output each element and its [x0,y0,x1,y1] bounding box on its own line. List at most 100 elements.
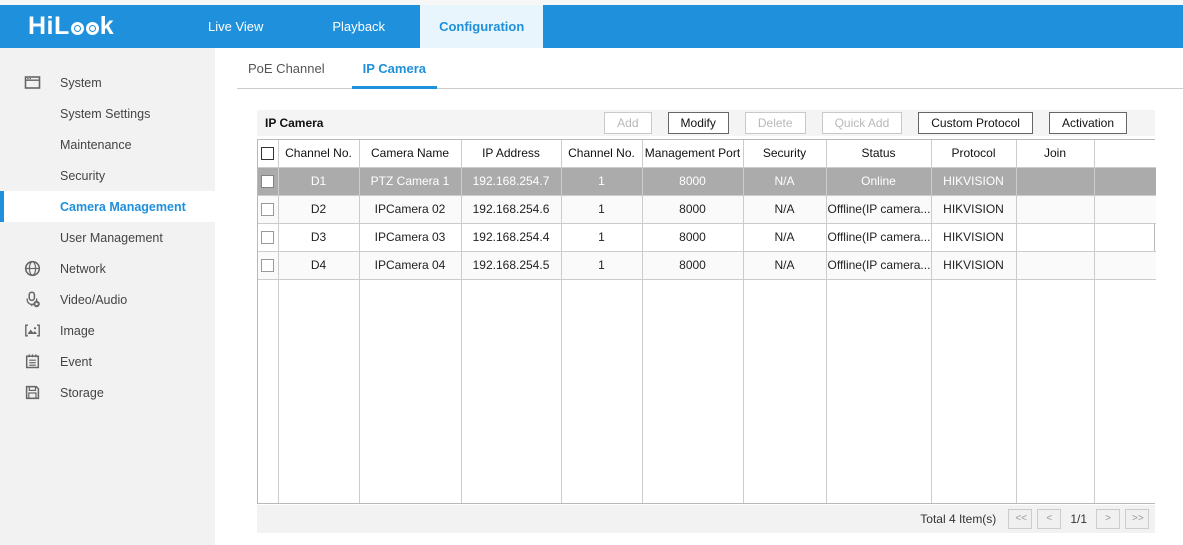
logo-text-right: k [99,12,115,40]
table-row-d4[interactable]: D4 IPCamera 04 192.168.254.5 1 8000 N/A Offlin… [258,251,1156,280]
cell-security: N/A [743,251,827,280]
table-footer: Total 4 Item(s) << < 1/1 > >> [257,505,1155,533]
sidebar-item-camera-management[interactable]: Camera Management [0,191,215,222]
row-checkbox-cell [258,167,279,196]
table-header-row: Channel No. Camera Name IP Address Channel … [258,140,1156,168]
cell-ip-address: 192.168.254.6 [461,195,562,224]
pager-first-button[interactable]: << [1008,509,1033,529]
cell-camera-name: IPCamera 03 [359,223,462,252]
cell-protocol: HIKVISION [931,167,1017,196]
cell-protocol: HIKVISION [931,251,1017,280]
column-header-channel-no: Channel No. [278,140,360,168]
logo-text-left: HiL [28,12,70,40]
sidebar-item-label: Event [60,354,92,369]
empty-cell [642,279,744,503]
empty-cell [258,279,279,503]
system-icon [24,74,41,91]
nav-configuration[interactable]: Configuration [420,5,544,48]
empty-cell [561,279,643,503]
add-button[interactable]: Add [604,112,652,134]
empty-cell [359,279,462,503]
sidebar-item-label: Network [60,261,106,276]
nav-live-view[interactable]: Live View [207,19,264,34]
cell-ip-address: 192.168.254.7 [461,167,562,196]
sidebar-item-label: Security [60,168,106,183]
pager-prev-button[interactable]: < [1037,509,1062,529]
sidebar-item-network[interactable]: Network [0,253,215,284]
cell-security: N/A [743,167,827,196]
column-header-camera-name: Camera Name [359,140,462,168]
sidebar-item-label: System [60,75,102,90]
cell-protocol: HIKVISION [931,195,1017,224]
sidebar-item-image[interactable]: Image [0,315,215,346]
toolbar-buttons: Add Modify Delete Quick Add Custom Protocol A… [588,112,1155,134]
camera-table: Channel No. Camera Name IP Address Channel … [258,140,1156,503]
sidebar-item-label: Video/Audio [60,292,128,307]
row-checkbox-cell [258,251,279,280]
cell-join [1016,251,1095,280]
activation-button[interactable]: Activation [1048,112,1127,134]
pager-next-button[interactable]: > [1096,509,1120,529]
sidebar-item-event[interactable]: Event [0,346,215,377]
logo-o-icon [70,21,84,35]
total-items-label: Total 4 Item(s) [920,512,997,526]
quick-add-button[interactable]: Quick Add [821,112,903,134]
empty-cell [931,279,1017,503]
table-row-d3[interactable]: D3 IPCamera 03 192.168.254.4 1 8000 N/A Offlin… [258,223,1156,252]
table-row-d1[interactable]: D1 PTZ Camera 1 192.168.254.7 1 8000 N/A Onlin… [258,167,1156,196]
main-panel: PoE Channel IP Camera IP Camera Add Modify… [215,48,1183,545]
row-checkbox[interactable] [261,203,275,217]
sidebar-item-security[interactable]: Security [0,160,215,191]
empty-cell [278,279,360,503]
cell-extra [1094,167,1156,196]
pager-last-button[interactable]: >> [1125,509,1149,529]
sidebar-item-label: System Settings [60,106,151,121]
delete-button[interactable]: Delete [744,112,806,134]
cell-status: Offline(IP camera... [826,195,932,224]
video-audio-icon [24,291,41,308]
sidebar-item-storage[interactable]: Storage [0,377,215,408]
row-checkbox[interactable] [261,175,275,189]
cell-channel-no: 1 [561,167,643,196]
sidebar-item-video-audio[interactable]: Video/Audio [0,284,215,315]
empty-cell [743,279,827,503]
cell-management-port: 8000 [642,167,744,196]
column-header-protocol: Protocol [931,140,1017,168]
table-row-d2[interactable]: D2 IPCamera 02 192.168.254.6 1 8000 N/A Offlin… [258,195,1156,224]
column-header-security: Security [743,140,827,168]
sidebar-item-user-management[interactable]: User Management [0,222,215,253]
hilook-logo: HiL k [28,5,114,48]
nav-playback[interactable]: Playback [332,19,386,34]
sidebar-item-maintenance[interactable]: Maintenance [0,129,215,160]
cell-join [1016,223,1095,252]
sidebar-item-system[interactable]: System [0,67,215,98]
cell-ip-address: 192.168.254.4 [461,223,562,252]
cell-extra [1094,223,1156,252]
column-header-join: Join [1016,140,1095,168]
column-header-ip-address: IP Address [461,140,562,168]
logo-o-icon [85,21,99,35]
empty-cell [1016,279,1095,503]
tab-poe-channel[interactable]: PoE Channel [248,61,325,76]
tab-ip-camera[interactable]: IP Camera [351,48,437,89]
row-checkbox-cell [258,223,279,252]
row-checkbox[interactable] [261,259,275,273]
sidebar-item-label: User Management [60,230,163,245]
camera-table-wrapper: Channel No. Camera Name IP Address Channel … [257,139,1156,504]
main-nav: Live View Playback Configuration [174,5,544,48]
select-all-checkbox[interactable] [261,147,275,161]
cell-ip-address: 192.168.254.5 [461,251,562,280]
select-all-header [258,140,279,168]
storage-icon [24,384,41,401]
custom-protocol-button[interactable]: Custom Protocol [918,112,1033,134]
row-checkbox[interactable] [261,231,275,245]
table-toolbar: IP Camera Add Modify Delete Quick Add Custom… [257,110,1155,136]
sidebar-item-label: Storage [60,385,104,400]
modify-button[interactable]: Modify [667,112,729,134]
cell-camera-name: IPCamera 02 [359,195,462,224]
cell-channel-no: 1 [561,251,643,280]
image-icon [24,322,41,339]
cell-management-port: 8000 [642,223,744,252]
cell-protocol: HIKVISION [931,223,1017,252]
sidebar-item-system-settings[interactable]: System Settings [0,98,215,129]
